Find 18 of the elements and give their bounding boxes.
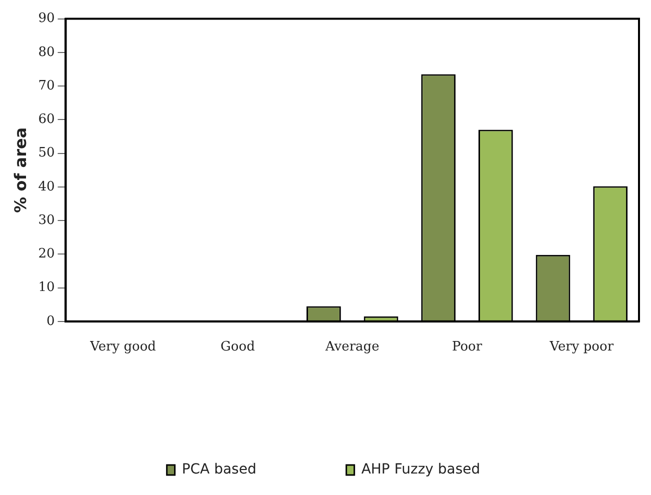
y-tick-label: 70 [38,78,55,94]
y-tick-label: 60 [38,112,55,128]
x-tick-label: Very poor [548,340,614,355]
y-tick-label: 90 [38,11,55,26]
y-tick-label: 30 [38,212,55,228]
y-axis-title: % of area [10,127,30,213]
y-tick-label: 50 [38,146,55,161]
y-tick-label: 10 [38,280,55,296]
legend-label: AHP Fuzzy based [361,462,480,478]
x-tick-label: Very good [89,340,156,355]
y-tick-label: 40 [38,179,55,194]
x-tick-label: Good [220,340,255,355]
y-tick-label: 20 [38,246,55,262]
x-tick-label: Average [324,340,380,355]
legend-label: PCA based [182,462,256,478]
y-tick-label: 0 [46,314,55,329]
x-tick-label: Poor [452,340,483,355]
y-tick-label: 80 [38,44,55,60]
